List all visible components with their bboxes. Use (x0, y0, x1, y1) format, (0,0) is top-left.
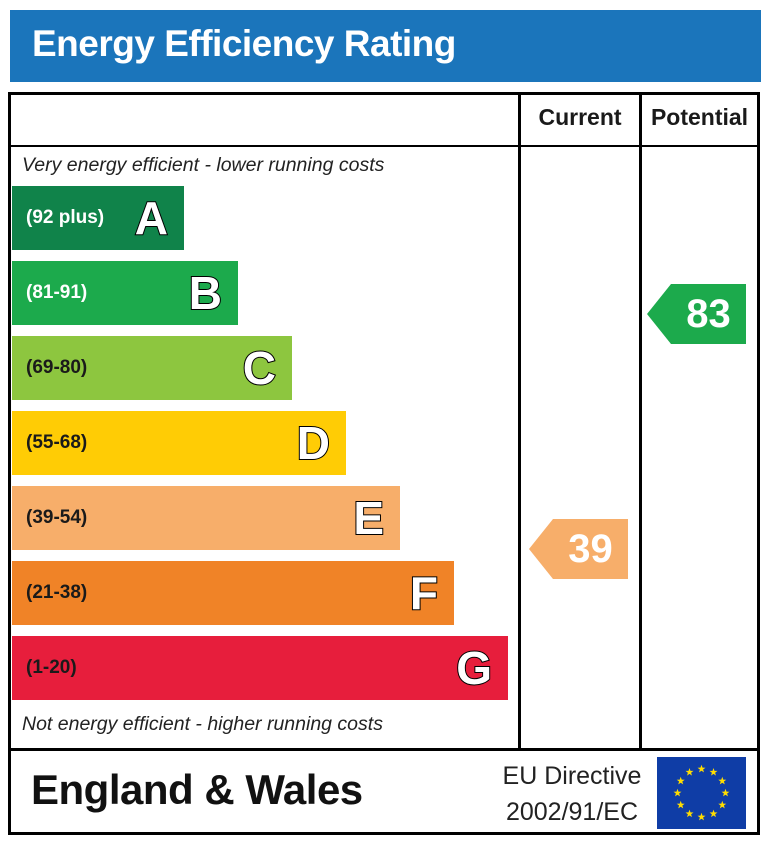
current-rating-value: 39 (568, 527, 613, 571)
band-g-letter: G (455, 641, 493, 695)
current-column-header: Current (538, 104, 622, 130)
current-arrow-shape (529, 519, 628, 579)
directive-line-2: 2002/91/EC (505, 798, 639, 826)
eu-star-icon (685, 768, 694, 776)
top-note: Very energy efficient - lower running co… (22, 154, 385, 176)
band-a-letter: A (134, 191, 169, 245)
eu-directive-text: EU Directive 2002/91/EC (497, 758, 647, 830)
potential-column-divider (639, 92, 642, 750)
band-f: (21-38) F (12, 561, 454, 625)
footer-country: England & Wales (31, 766, 363, 813)
band-g: (1-20) G (12, 636, 508, 700)
eu-star-icon (709, 768, 718, 776)
eu-star-icon (685, 809, 694, 818)
band-a: (92 plus) A (12, 186, 184, 250)
band-d-letter: D (296, 416, 331, 470)
band-a-range: (92 plus) (26, 207, 105, 228)
eu-star-icon (709, 809, 718, 818)
title-bar: Energy Efficiency Rating (10, 10, 761, 82)
eu-star-icon (718, 800, 727, 809)
band-c-letter: C (242, 341, 277, 395)
band-e: (39-54) E (12, 486, 400, 550)
band-f-range: (21-38) (26, 582, 88, 603)
band-b: (81-91) B (12, 261, 238, 325)
eu-star-icon (673, 788, 682, 797)
bottom-note: Not energy efficient - higher running co… (22, 713, 383, 735)
potential-column-header: Potential (650, 104, 749, 130)
band-g-range: (1-20) (26, 657, 77, 678)
eu-flag-stars (673, 764, 730, 821)
header-divider (8, 145, 760, 147)
directive-line-1: EU Directive (502, 762, 642, 790)
potential-arrow-fill (647, 284, 746, 344)
eu-star-icon (676, 800, 685, 809)
potential-rating-value: 83 (686, 292, 731, 336)
current-rating-marker: 39 (529, 519, 628, 579)
footer-divider (8, 748, 760, 751)
band-b-range: (81-91) (26, 282, 88, 303)
potential-arrow-shape (647, 284, 746, 344)
current-column-divider (518, 92, 521, 750)
rating-frame (8, 92, 760, 835)
eu-star-icon (697, 812, 706, 821)
band-c: (69-80) C (12, 336, 292, 400)
band-e-letter: E (352, 491, 385, 545)
current-arrow-fill (529, 519, 628, 579)
band-d: (55-68) D (12, 411, 346, 475)
potential-rating-marker: 83 (647, 284, 746, 344)
chart-title: Energy Efficiency Rating (32, 23, 456, 64)
eu-star-icon (721, 788, 730, 797)
eu-star-icon (697, 764, 706, 773)
band-b-letter: B (188, 266, 223, 320)
band-e-range: (39-54) (26, 507, 88, 528)
eu-star-icon (718, 776, 727, 785)
band-f-letter: F (409, 566, 439, 620)
eu-star-icon (676, 776, 685, 785)
band-d-range: (55-68) (26, 432, 88, 453)
eu-flag-icon (657, 757, 746, 829)
band-c-range: (69-80) (26, 357, 88, 378)
